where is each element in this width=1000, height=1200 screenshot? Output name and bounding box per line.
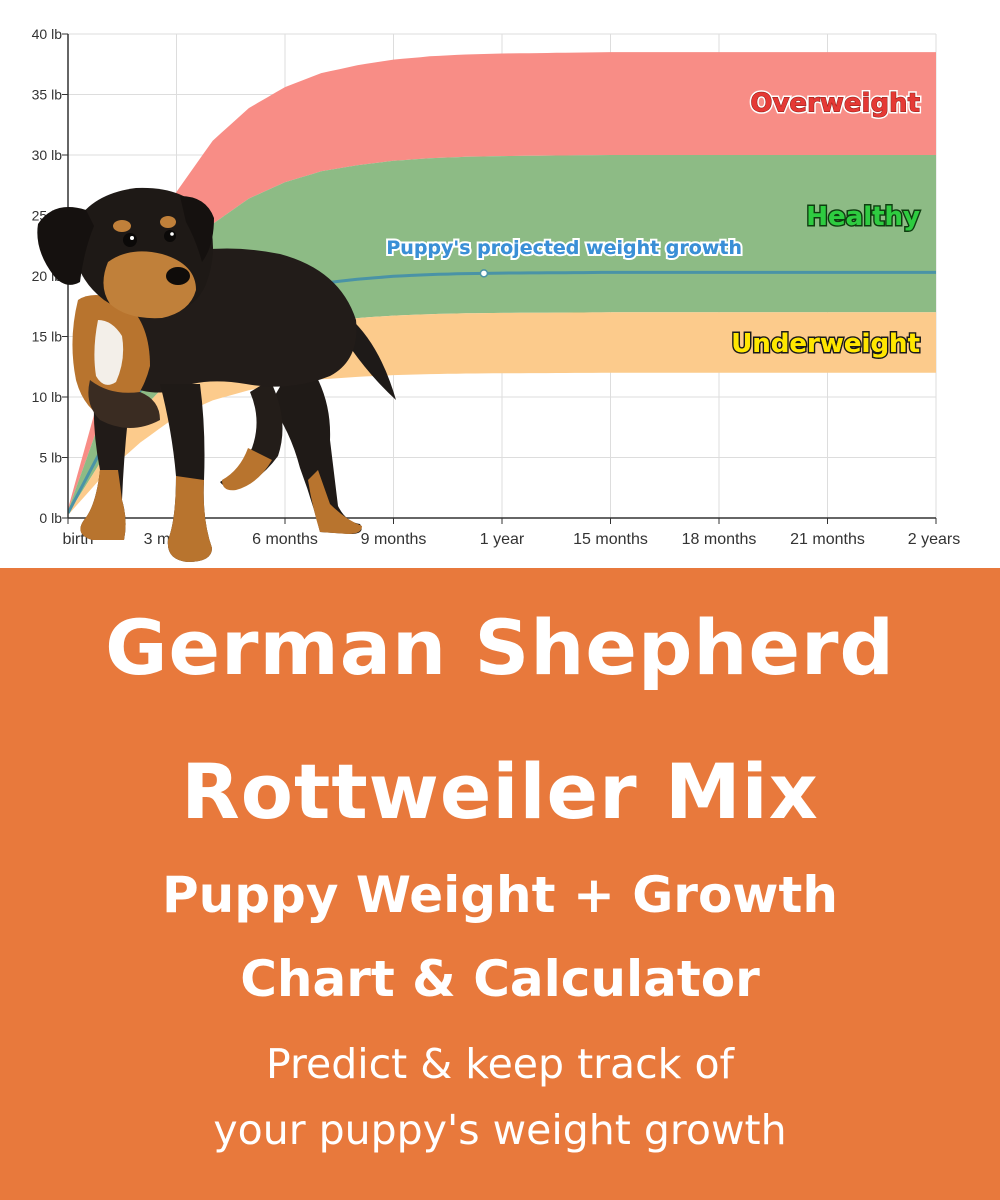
y-tick-label: 10 lb (32, 389, 63, 405)
puppy-chest-dark (88, 380, 160, 428)
overweight-label: Overweight (750, 88, 920, 118)
healthy-label: Healthy (806, 202, 920, 232)
band-overweight (68, 52, 936, 511)
band-labels: OverweightOverweightHealthyHealthyUnderw… (384, 86, 922, 360)
x-tick-label: 6 months (252, 531, 318, 548)
subtitle-line2: Chart & Calculator (240, 950, 760, 1008)
description-line1: Predict & keep track of (266, 1040, 734, 1088)
puppy-ear-right (180, 196, 214, 262)
puppy-brow-left (113, 220, 131, 232)
y-tick-label: 5 lb (39, 450, 62, 466)
underweight-label: Underweight (731, 329, 920, 359)
puppy-brow-right (160, 216, 176, 228)
underweight-label-fill: Underweight (731, 329, 920, 359)
puppy-photo (37, 187, 396, 562)
puppy-chest-white (94, 320, 124, 385)
x-tick-label: 9 months (361, 531, 427, 548)
puppy-back-leg-tan (308, 470, 362, 534)
title-banner: German Shepherd Rottweiler Mix Puppy Wei… (0, 568, 1000, 1200)
puppy-back-leg (270, 352, 362, 534)
healthy-label-fill: Healthy (806, 202, 920, 232)
y-tick-label: 30 lb (32, 147, 63, 163)
overweight-label-fill: Overweight (750, 88, 920, 118)
puppy-eye-right-shine (170, 232, 174, 236)
projection-label-fill: Puppy's projected weight growth (386, 237, 742, 259)
projection-label: Puppy's projected weight growth (386, 237, 742, 259)
puppy-nose (166, 267, 190, 285)
puppy-front-leg-2-tan (167, 476, 212, 562)
puppy-tail (350, 318, 396, 400)
band-healthy (68, 155, 936, 514)
x-tick-label: 15 months (573, 531, 648, 548)
projection-marker (479, 269, 489, 278)
x-tick-label: 1 year (480, 531, 525, 548)
breed-title-line2: Rottweiler Mix (181, 747, 819, 836)
puppy-front-leg-tan (80, 470, 126, 540)
y-tick-label: 35 lb (32, 87, 63, 103)
x-tick-label: 21 months (790, 531, 865, 548)
x-tick-label: 18 months (682, 531, 757, 548)
description-line2: your puppy's weight growth (213, 1106, 787, 1154)
puppy-eye-left (123, 233, 137, 247)
puppy-ear-left (37, 207, 94, 285)
y-tick-label: 0 lb (39, 510, 62, 526)
subtitle-line1: Puppy Weight + Growth (162, 866, 838, 924)
breed-title-line1: German Shepherd (105, 603, 895, 692)
x-tick-label: 2 years (908, 531, 960, 548)
puppy-back-leg-2-tan (222, 448, 272, 491)
y-tick-label: 40 lb (32, 26, 63, 42)
y-tick-label: 15 lb (32, 329, 63, 345)
puppy-eye-left-shine (130, 236, 134, 240)
puppy-eye-right (164, 230, 176, 242)
